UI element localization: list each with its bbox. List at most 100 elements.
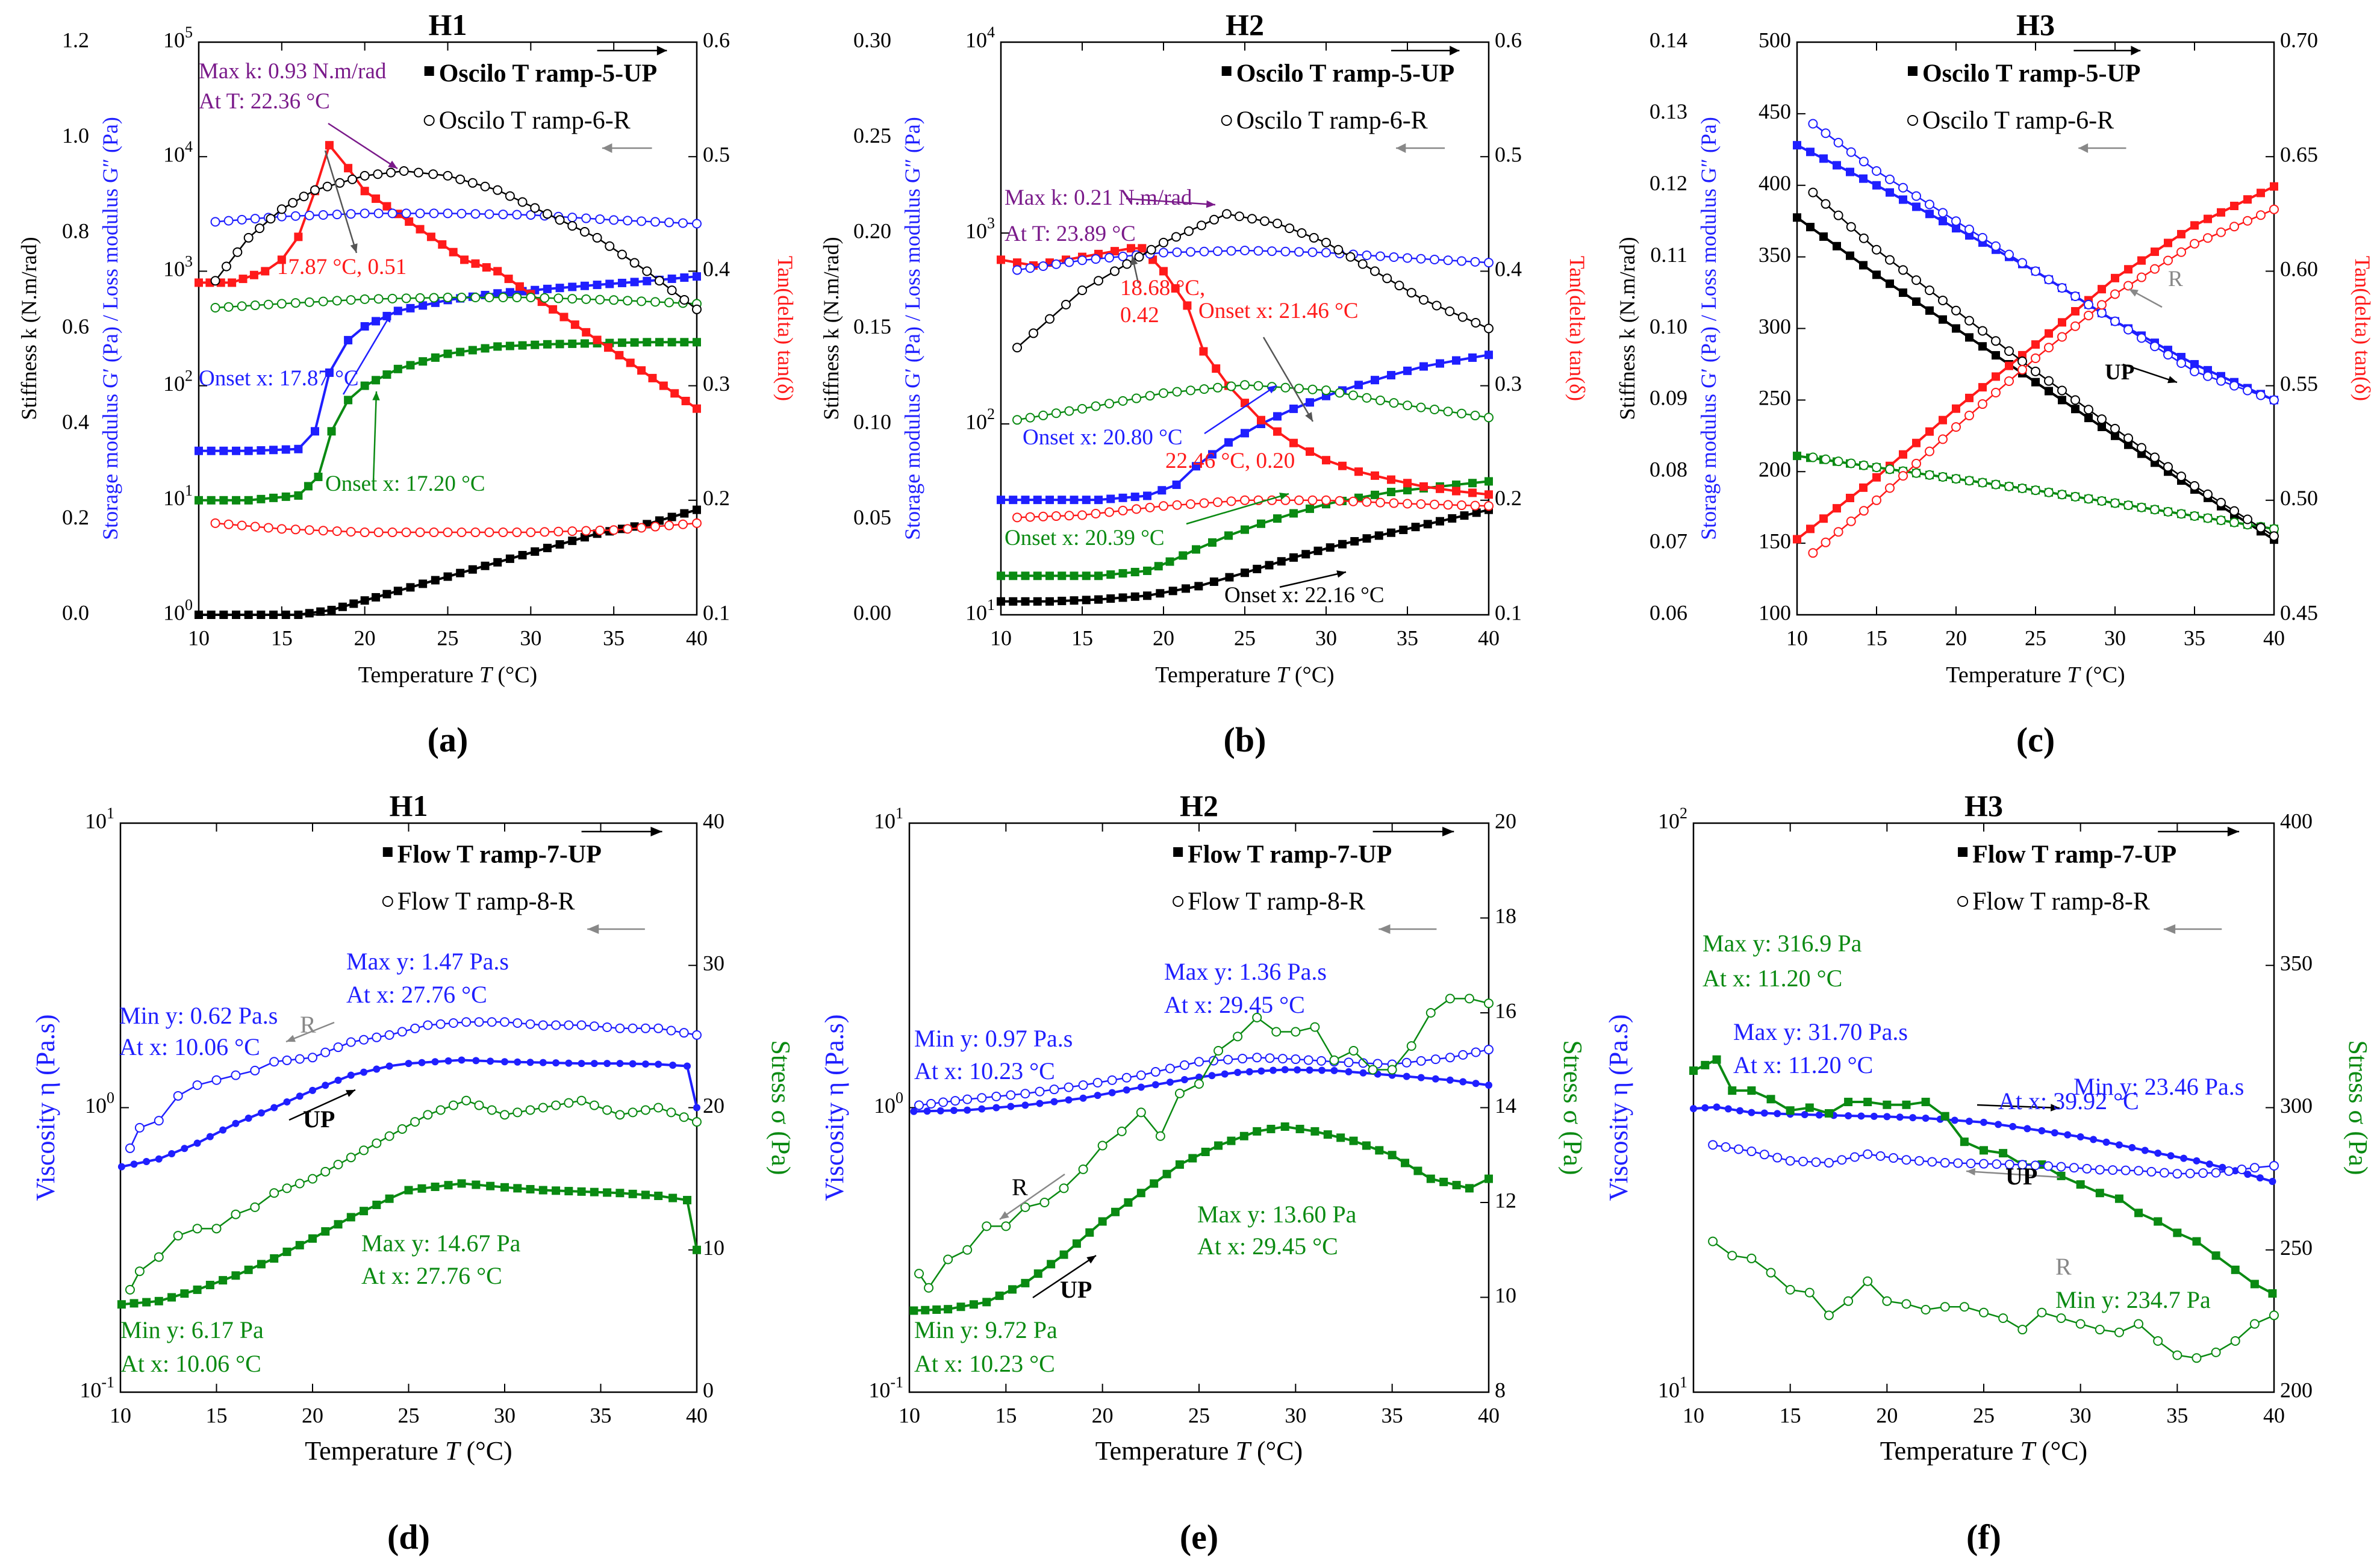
data-point [333,1160,343,1169]
legend-marker-up [1958,847,1968,857]
data-point [565,1059,573,1067]
data-point [1858,460,1869,470]
x-tick-label: 10 [1683,1403,1704,1427]
data-point [2045,387,2053,396]
data-point [2230,201,2238,210]
data-point [1025,512,1035,522]
data-point [382,590,391,599]
data-point [1094,276,1103,286]
data-point [1846,167,1854,176]
chart-b: 10 15 20 25 30 35 400.000.050.100.150.200.250.… [819,8,1589,759]
data-point [231,1209,241,1219]
data-point [1306,1066,1313,1074]
data-point [2070,491,2080,502]
data-point [1925,470,1934,480]
data-point [1130,568,1139,577]
data-point [1430,499,1439,509]
data-point [505,191,515,201]
series--UP [1690,1103,2276,1186]
data-point [1241,568,1249,577]
data-point [650,297,661,307]
data-point [693,272,701,281]
y-axis-title: Viscosity η (Pa.s) [1604,1014,1633,1201]
data-point [154,1116,164,1126]
x-axis-title: Temperature T (°C) [1155,662,1334,688]
y2-tick-label: 0.6 [1495,28,1522,52]
y-axis-title-moduli: Storage modulus G′ (Pa) / Loss modulus G… [900,117,924,540]
data-point [2037,1307,2047,1318]
data-point [1406,1041,1416,1051]
x-axis-title-text: Temperature [1095,1436,1236,1466]
data-point [1774,1110,1781,1118]
data-point [125,1284,135,1295]
data-point [1859,174,1868,183]
data-point [623,524,633,534]
legend-arrowhead-r [587,924,599,934]
x-tick-label: 10 [1786,626,1808,650]
annotation-text: Min y: 0.62 Pa.s [119,1002,278,1029]
data-point [1183,301,1192,310]
data-point [456,527,467,538]
data-point [1870,1112,1878,1120]
data-point [1416,254,1426,264]
data-point [1273,219,1282,229]
data-point [2268,1289,2277,1298]
data-point [1064,1082,1074,1092]
data-point [1150,1067,1160,1077]
data-point [667,274,676,283]
series-k-R [210,166,702,314]
data-point [1333,244,1344,255]
data-point [1403,1072,1410,1080]
data-point [1387,1065,1397,1075]
annotation-text: Onset x: 17.87 °C [199,366,359,391]
data-point [628,1189,637,1198]
data-point [540,293,550,303]
series-G-UP [997,477,1493,580]
data-point [1362,1141,1371,1150]
data-point [1306,447,1314,456]
data-point [429,293,439,303]
data-point [1736,1107,1744,1115]
data-point [1045,571,1054,580]
data-point [2243,216,2252,226]
y-axis-title: Viscosity η (Pa.s) [820,1014,849,1201]
data-point [1038,511,1048,521]
data-point [1195,1073,1203,1081]
data-point [2141,1146,2149,1154]
data-point [1470,500,1480,511]
tick-exponent: 2 [987,405,995,423]
data-point [211,1075,222,1085]
data-point [382,370,391,379]
data-point [1872,495,1881,505]
data-point [347,174,357,184]
data-point [2269,1178,2276,1186]
data-point [481,561,490,570]
data-point [1793,213,1801,222]
data-point [615,350,624,359]
data-point [1914,1156,1924,1166]
data-point [1094,595,1103,604]
data-point [648,373,657,382]
legend-arrowhead-up [2131,46,2141,55]
data-point [1213,382,1223,393]
x-axis-title-text: Temperature [1155,662,1276,688]
data-point [1091,508,1101,518]
series--R [914,994,1494,1293]
data-point [1121,1072,1132,1083]
series-G-R [1808,119,2279,405]
data-point [2075,1319,2086,1329]
y-tick-label: 0.11 [1650,243,1687,267]
data-point [419,301,428,310]
data-point [2057,490,2067,500]
data-point [344,164,353,173]
data-point [405,217,414,226]
data-point [1960,1137,1969,1146]
data-point [1165,1063,1175,1074]
data-point [347,1071,355,1079]
annotation-text: Min y: 0.97 Pa.s [914,1025,1073,1052]
data-point [1846,516,1856,526]
data-point [1992,351,2000,360]
annotation-arrowhead [1206,200,1215,208]
data-point [223,519,234,529]
